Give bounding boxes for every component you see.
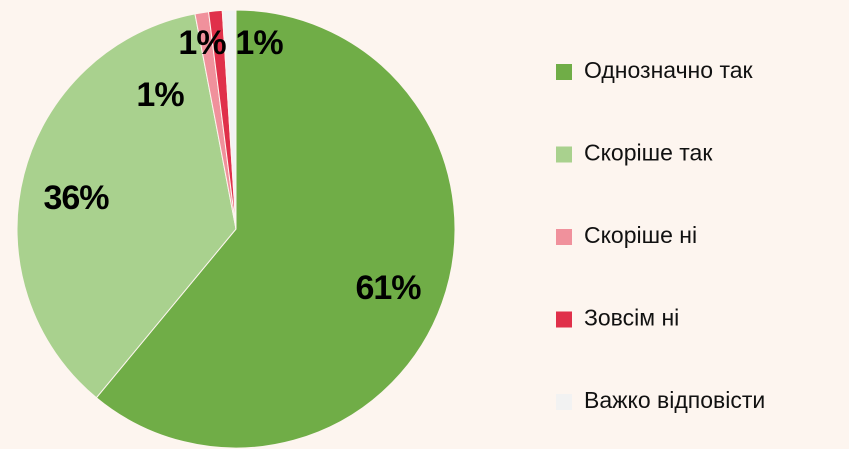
legend-swatch bbox=[556, 229, 572, 245]
data-label: 36% bbox=[43, 179, 109, 217]
data-label: 1% bbox=[136, 76, 184, 114]
pie-slice bbox=[221, 9, 237, 230]
legend-label: Скоріше ні bbox=[584, 222, 697, 248]
legend-swatch bbox=[556, 64, 572, 80]
legend-swatch bbox=[556, 311, 572, 328]
legend-label: Важко відповісти bbox=[584, 387, 765, 413]
legend-swatch bbox=[556, 146, 572, 163]
pie-slice bbox=[16, 13, 237, 399]
data-label: 1% bbox=[178, 24, 226, 62]
pie-slice bbox=[95, 9, 456, 449]
legend-swatch bbox=[556, 394, 572, 410]
data-label: 61% bbox=[355, 269, 421, 307]
legend-label: Однозначно так bbox=[584, 57, 754, 83]
legend-label: Скоріше так bbox=[584, 140, 713, 166]
legend-label: Зовсім ні bbox=[584, 305, 679, 331]
data-label: 1% bbox=[235, 24, 283, 62]
